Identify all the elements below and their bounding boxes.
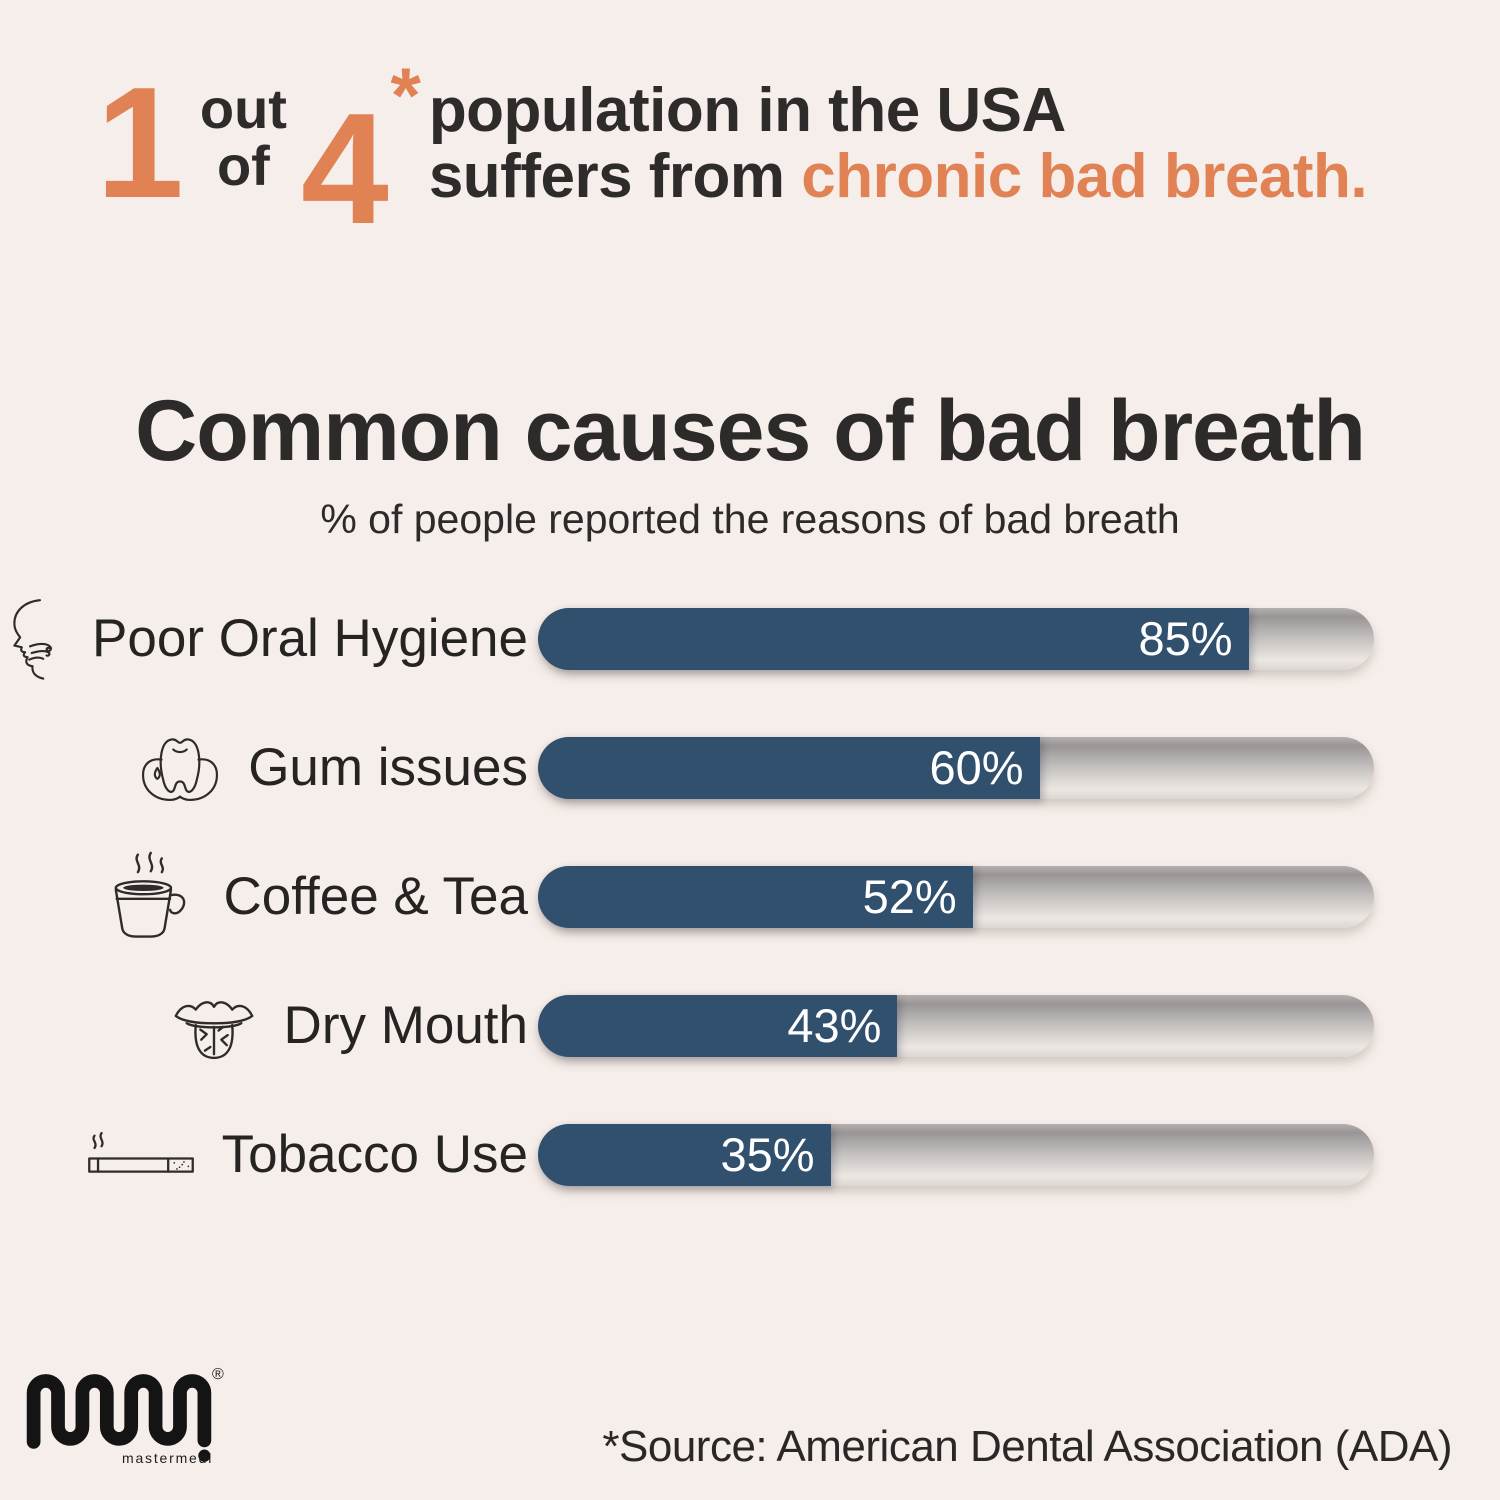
out-of-text: out of [200, 80, 287, 194]
bar-track: 52% [538, 865, 1374, 928]
chart-subtitle: % of people reported the reasons of bad … [320, 496, 1180, 542]
chart-row: Coffee & Tea 52% [0, 832, 1500, 961]
bar-value: 60% [929, 741, 1024, 794]
bar-track: 85% [538, 607, 1374, 670]
chart-row: Gum issues 60% [0, 703, 1500, 832]
header-line1: population in the USA [428, 76, 1067, 145]
tooth-gum-icon [142, 737, 219, 801]
header-line2-prefix: suffers from [428, 142, 802, 212]
bar-track: 43% [538, 994, 1374, 1057]
logo-squiggle-icon [26, 1374, 212, 1462]
bar-fill: 35% [538, 1123, 831, 1186]
header-line2: suffers from chronic bad breath. [428, 142, 1368, 212]
tooth-gum-icon [136, 726, 224, 810]
chart-row: Tobacco Use 35% [0, 1090, 1500, 1219]
cigarette-icon [84, 1128, 198, 1182]
bar-value: 35% [720, 1128, 815, 1181]
chart-row: Dry Mouth 43% [0, 961, 1500, 1090]
row-left: Gum issues [0, 726, 538, 810]
row-label: Coffee & Tea [223, 867, 529, 926]
bar-track: 60% [538, 736, 1374, 799]
row-label: Poor Oral Hygiene [92, 609, 528, 668]
mastermedi-logo: ® mastermedi [26, 1366, 266, 1490]
chart-row: Poor Oral Hygiene 85% [0, 574, 1500, 703]
cigarette-icon [87, 1131, 194, 1173]
dry-mouth-tongue-icon [168, 985, 260, 1067]
out-word: out [199, 77, 287, 140]
source-note: *Source: American Dental Association (AD… [602, 1422, 1452, 1471]
bad-breath-face-icon [2, 593, 68, 685]
numerator: 1 [96, 55, 184, 231]
bar-chart: Poor Oral Hygiene 85% Gum issues 60% [0, 574, 1500, 1219]
row-label: Gum issues [248, 738, 528, 797]
bar-fill: 85% [538, 607, 1249, 670]
chart-title: Common causes of bad breath [135, 383, 1366, 479]
header-line2-highlight: chronic bad breath. [801, 142, 1368, 212]
coffee-cup-icon [96, 851, 200, 943]
dry-mouth-tongue-icon [174, 1000, 253, 1059]
bar-fill: 60% [538, 736, 1040, 799]
of-word: of [216, 134, 270, 198]
denominator: 4 [300, 81, 389, 257]
bar-value: 52% [862, 870, 957, 923]
bar-fill: 43% [538, 994, 898, 1057]
row-left: Poor Oral Hygiene [0, 593, 538, 685]
header-text: population in the USA suffers from chron… [428, 76, 1368, 212]
bar-value: 85% [1138, 612, 1233, 665]
denominator-wrap: 4 * [301, 56, 421, 248]
registered-mark: ® [212, 1366, 224, 1383]
row-left: Tobacco Use [0, 1124, 538, 1185]
logo-wordmark: mastermedi [122, 1450, 214, 1466]
row-label: Dry Mouth [283, 996, 528, 1055]
row-left: Coffee & Tea [0, 851, 538, 943]
coffee-cup-icon [114, 851, 185, 938]
bar-fill: 52% [538, 865, 973, 928]
bar-value: 43% [787, 999, 882, 1052]
header-statistic: 1 out of 4 * population in the USA suffe… [96, 55, 1368, 248]
bar-track: 35% [538, 1123, 1374, 1186]
asterisk: * [390, 51, 421, 139]
bad-breath-face-icon [13, 598, 52, 680]
row-label: Tobacco Use [221, 1125, 528, 1184]
row-left: Dry Mouth [0, 985, 538, 1067]
